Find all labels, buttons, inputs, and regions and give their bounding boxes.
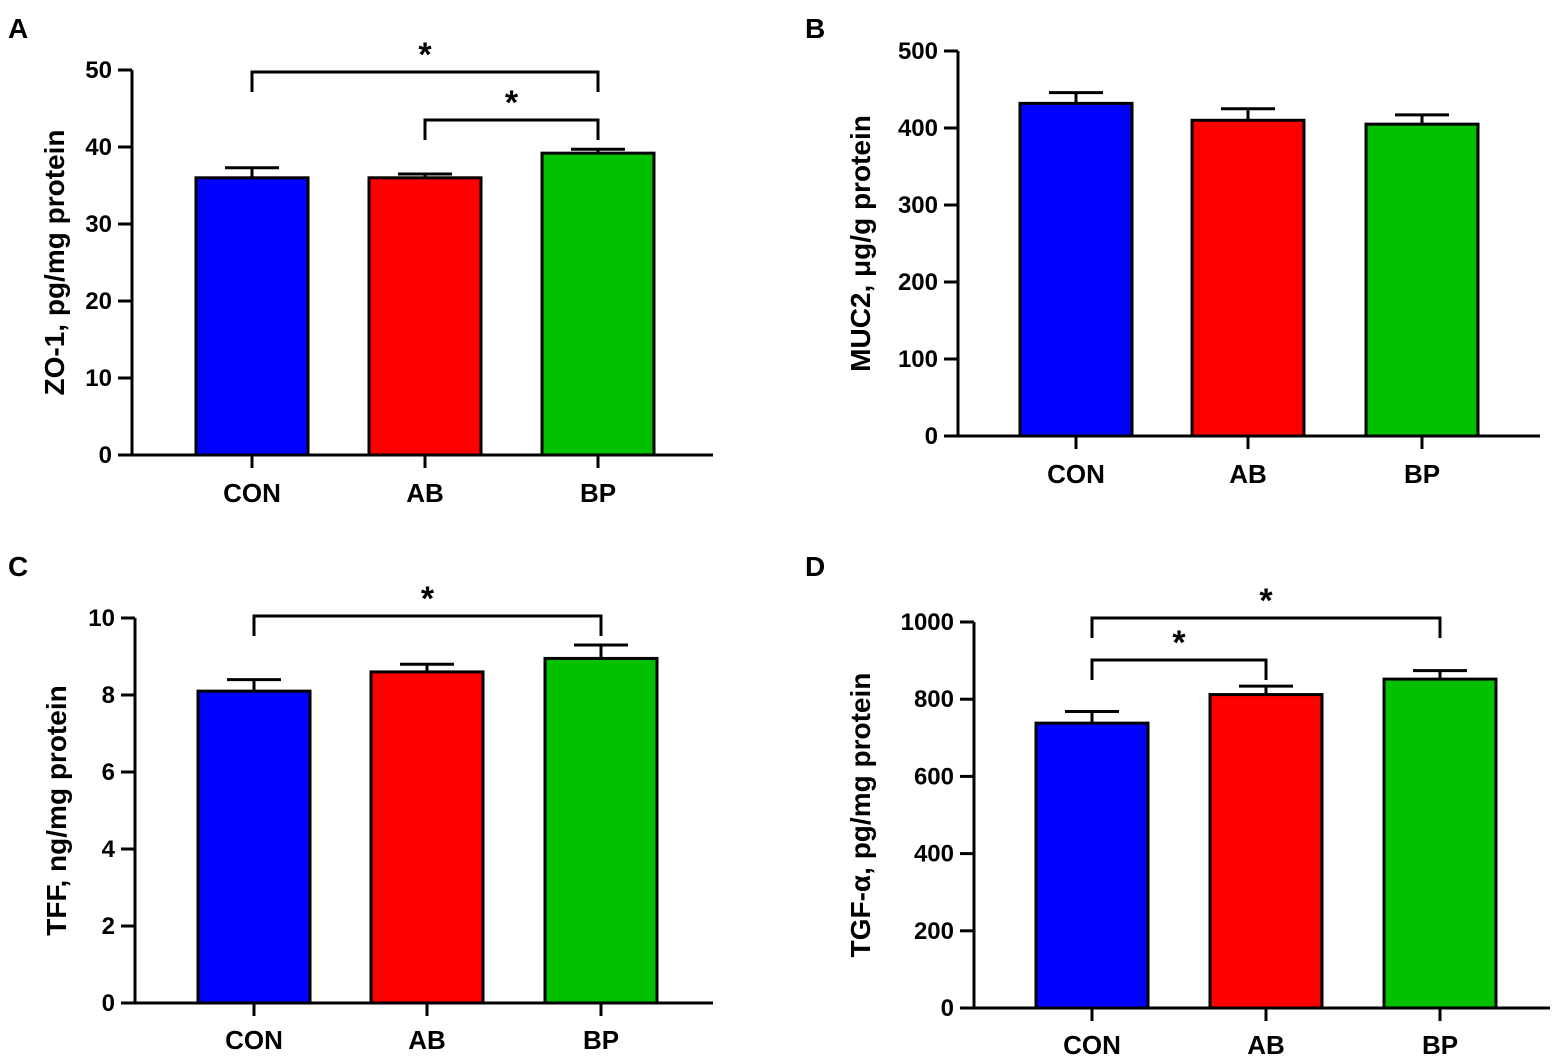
y-tick-label: 2 — [102, 913, 115, 940]
x-tick-label: CON — [225, 1025, 283, 1055]
y-tick-label: 40 — [85, 134, 112, 161]
y-tick-label: 100 — [898, 346, 938, 373]
y-tick-label: 800 — [914, 686, 954, 713]
panel-letter: D — [805, 551, 825, 582]
x-tick-label: AB — [408, 1025, 446, 1055]
panel-b: B MUC2, μg/g protein 0 100 200 300 400 500 CON AB… — [805, 13, 1540, 489]
y-tick-label: 200 — [898, 269, 938, 296]
y-axis-title: MUC2, μg/g protein — [845, 115, 876, 372]
significance-star: * — [1259, 582, 1273, 620]
y-tick-label: 300 — [898, 192, 938, 219]
bar-con — [196, 689, 312, 1005]
bar-ab — [369, 670, 485, 1005]
bar-ab — [1190, 118, 1306, 438]
panel-d: D TGF-α, pg/mg protein 0 200 400 600 800 1000 CO… — [805, 551, 1550, 1058]
x-tick-label: CON — [1047, 459, 1105, 489]
significance-star: * — [1172, 624, 1186, 662]
significance-bracket — [1090, 616, 1442, 638]
bar-bp — [1382, 677, 1498, 1010]
y-axis-title: TFF, ng/mg protein — [41, 685, 72, 935]
y-tick-label: 0 — [941, 995, 954, 1022]
y-tick-label: 30 — [85, 211, 112, 238]
significance-star: * — [418, 36, 432, 74]
bar-ab — [1208, 693, 1324, 1010]
y-tick-label: 10 — [85, 365, 112, 392]
y-tick-label: 4 — [102, 836, 116, 863]
y-axis-title: TGF-α, pg/mg protein — [845, 673, 876, 958]
bar-bp — [1364, 122, 1480, 438]
significance-bracket — [423, 118, 600, 140]
y-tick-label: 0 — [99, 442, 112, 469]
y-tick-label: 0 — [102, 990, 115, 1017]
x-tick-label: BP — [1422, 1030, 1458, 1058]
bar-ab — [367, 176, 483, 457]
x-tick-label: BP — [1404, 459, 1440, 489]
significance-star: * — [505, 84, 519, 122]
bar-con — [194, 176, 310, 457]
y-tick-label: 500 — [898, 38, 938, 65]
y-tick-label: 400 — [898, 115, 938, 142]
x-tick-label: BP — [580, 478, 616, 508]
panel-letter: A — [8, 13, 28, 44]
y-tick-label: 8 — [102, 682, 115, 709]
significance-bracket — [250, 70, 600, 92]
bar-con — [1018, 101, 1134, 438]
y-axis-title: ZO-1, pg/mg protein — [39, 130, 70, 396]
bar-bp — [540, 151, 656, 457]
y-tick-label: 1000 — [901, 609, 954, 636]
significance-bracket — [1090, 658, 1268, 680]
y-tick-label: 20 — [85, 288, 112, 315]
y-tick-label: 6 — [102, 759, 115, 786]
y-tick-label: 600 — [914, 763, 954, 790]
panel-c: C TFF, ng/mg protein 0 2 4 6 8 10 CON AB BP * — [8, 551, 713, 1055]
y-tick-label: 10 — [88, 605, 115, 632]
panel-letter: B — [805, 13, 825, 44]
bar-bp — [543, 656, 659, 1005]
x-tick-label: AB — [1247, 1030, 1285, 1058]
x-tick-label: CON — [223, 478, 281, 508]
x-tick-label: AB — [1229, 459, 1267, 489]
panel-letter: C — [8, 551, 28, 582]
y-tick-label: 0 — [925, 423, 938, 450]
x-tick-label: AB — [406, 478, 444, 508]
x-tick-label: CON — [1063, 1030, 1121, 1058]
bar-con — [1034, 721, 1150, 1010]
significance-star: * — [421, 580, 435, 618]
x-tick-label: BP — [583, 1025, 619, 1055]
significance-bracket — [252, 614, 603, 636]
panel-a: A ZO-1, pg/mg protein 0 10 20 30 40 50 CON AB BP * * — [8, 13, 713, 508]
y-tick-label: 400 — [914, 841, 954, 868]
y-tick-label: 50 — [85, 57, 112, 84]
y-tick-label: 200 — [914, 918, 954, 945]
